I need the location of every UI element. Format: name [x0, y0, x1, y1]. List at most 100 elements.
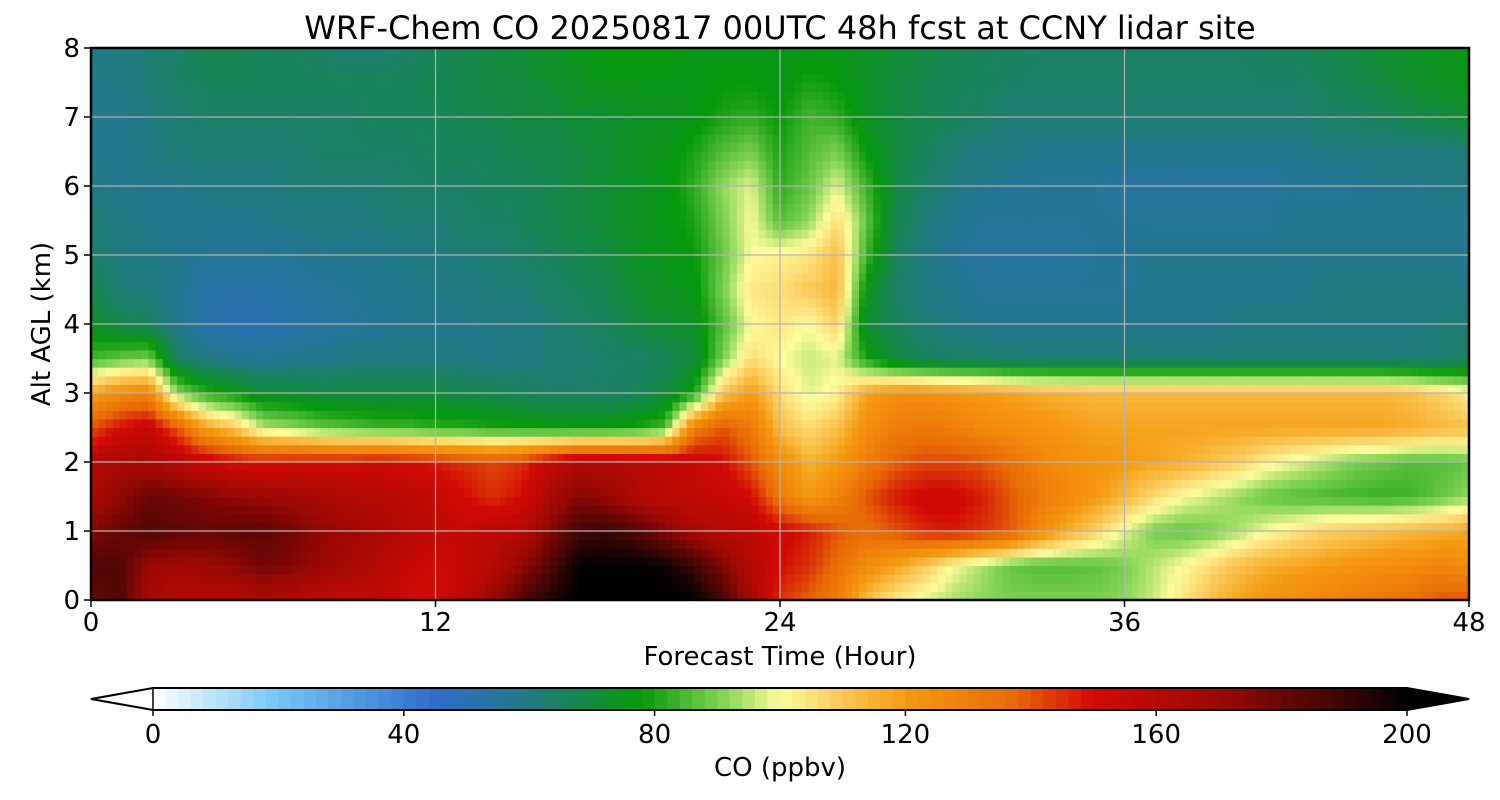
heatmap-cell: [894, 582, 903, 592]
heatmap-cell: [643, 539, 652, 549]
heatmap-cell: [543, 556, 551, 567]
heatmap-cell: [1167, 410, 1176, 420]
heatmap-cell: [837, 496, 846, 506]
heatmap-cell: [902, 513, 910, 523]
heatmap-cell: [1081, 384, 1090, 394]
heatmap-cell: [514, 513, 523, 523]
heatmap-cell: [930, 384, 939, 394]
heatmap-cell: [858, 556, 867, 567]
heatmap-cell: [306, 522, 315, 532]
heatmap-cell: [1095, 548, 1104, 558]
heatmap-cell: [607, 427, 616, 437]
heatmap-cell: [1318, 401, 1327, 411]
heatmap-cell: [708, 479, 717, 489]
heatmap-cell: [1368, 496, 1377, 506]
heatmap-cell: [923, 582, 932, 592]
heatmap-cell: [256, 436, 264, 446]
heatmap-cell: [579, 574, 587, 584]
heatmap-cell: [234, 565, 243, 575]
heatmap-cell: [815, 565, 824, 575]
heatmap-cell: [320, 513, 329, 523]
heatmap-cell: [1303, 487, 1312, 498]
heatmap-cell: [413, 375, 422, 385]
heatmap-cell: [299, 531, 307, 541]
heatmap-cell: [1311, 470, 1319, 480]
heatmap-cell: [126, 574, 135, 584]
heatmap-cell: [1174, 531, 1183, 541]
heatmap-cell: [270, 410, 279, 420]
heatmap-cell: [284, 427, 293, 437]
heatmap-cell: [435, 513, 444, 523]
heatmap-cell: [1411, 487, 1420, 498]
heatmap-cell: [736, 479, 745, 489]
heatmap-cell: [320, 582, 329, 592]
heatmap-cell: [916, 548, 925, 558]
heatmap-cell: [1095, 591, 1104, 600]
heatmap-cell: [650, 548, 659, 558]
heatmap-cell: [1016, 427, 1025, 437]
heatmap-cell: [91, 582, 99, 592]
heatmap-cell: [1232, 401, 1240, 411]
heatmap-cell: [650, 513, 659, 523]
heatmap-cell: [808, 444, 817, 454]
heatmap-cell: [449, 375, 458, 385]
heatmap-cell: [736, 401, 745, 411]
heatmap-cell: [1038, 548, 1047, 558]
heatmap-cell: [1189, 574, 1197, 584]
heatmap-cell: [1031, 531, 1039, 541]
heatmap-cell: [1268, 582, 1276, 592]
heatmap-cell: [528, 496, 537, 506]
heatmap-cell: [851, 487, 860, 498]
heatmap-cell: [1002, 436, 1011, 446]
heatmap-cell: [550, 487, 559, 498]
heatmap-cell: [794, 384, 803, 394]
heatmap-cell: [930, 513, 939, 523]
heatmap-cell: [378, 531, 386, 541]
heatmap-cell: [600, 375, 609, 385]
heatmap-cell: [593, 375, 602, 385]
heatmap-cell: [500, 539, 508, 549]
heatmap-cell: [335, 401, 343, 411]
heatmap-cell: [751, 591, 760, 600]
heatmap-cell: [349, 531, 358, 541]
heatmap-cell: [1052, 539, 1061, 549]
heatmap-cell: [837, 591, 846, 600]
heatmap-cell: [119, 548, 128, 558]
heatmap-cell: [801, 479, 810, 489]
heatmap-cell: [184, 462, 193, 472]
heatmap-cell: [1425, 574, 1434, 584]
heatmap-cell: [758, 487, 767, 498]
heatmap-cell: [693, 582, 702, 592]
heatmap-cell: [851, 513, 860, 523]
heatmap-cell: [815, 487, 824, 498]
heatmap-cell: [1354, 531, 1362, 541]
heatmap-cell: [557, 453, 566, 463]
heatmap-cell: [794, 401, 803, 411]
heatmap-cell: [492, 479, 501, 489]
heatmap-cell: [1138, 479, 1147, 489]
heatmap-cell: [1217, 418, 1226, 429]
heatmap-cell: [1268, 548, 1276, 558]
heatmap-cell: [894, 556, 903, 567]
heatmap-cell: [1447, 565, 1456, 575]
heatmap-cell: [1110, 548, 1118, 558]
heatmap-cell: [227, 427, 236, 437]
heatmap-cell: [866, 375, 874, 385]
heatmap-cell: [421, 418, 429, 429]
heatmap-cell: [772, 505, 781, 515]
heatmap-cell: [995, 487, 1004, 498]
heatmap-cell: [256, 565, 264, 575]
heatmap-cell: [500, 531, 508, 541]
heatmap-cell: [1354, 453, 1362, 463]
heatmap-cell: [1239, 531, 1248, 541]
heatmap-cell: [198, 375, 207, 385]
heatmap-cell: [105, 574, 114, 584]
heatmap-cell: [413, 410, 422, 420]
heatmap-cell: [1196, 556, 1205, 567]
heatmap-cell: [1124, 513, 1133, 523]
heatmap-cell: [105, 505, 114, 515]
heatmap-cell: [1217, 522, 1226, 532]
heatmap-cell: [1067, 531, 1075, 541]
heatmap-cell: [751, 513, 760, 523]
heatmap-cell: [579, 582, 587, 592]
